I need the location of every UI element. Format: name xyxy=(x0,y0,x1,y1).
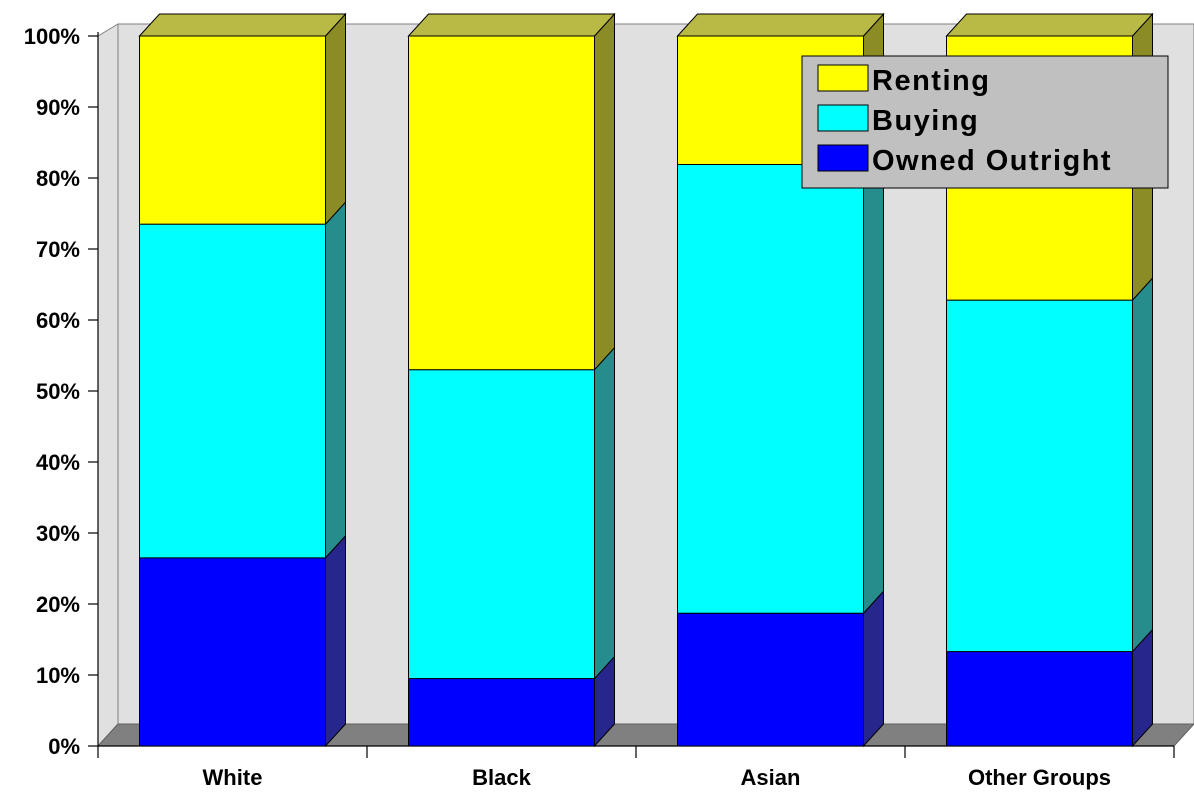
bar-side xyxy=(325,534,346,748)
bar-stack xyxy=(407,12,616,748)
bar-side xyxy=(325,12,346,226)
y-tick-label: 40% xyxy=(36,450,80,475)
bar xyxy=(408,678,595,747)
x-tick-label: Black xyxy=(472,765,531,790)
bar-segment xyxy=(408,346,615,680)
legend: Renting Buying Owned Outright xyxy=(801,55,1169,189)
y-tick-label: 20% xyxy=(36,592,80,617)
side-wall xyxy=(97,23,119,748)
y-tick-label: 50% xyxy=(36,379,80,404)
y-axis: 0% 10% 20% 30% 40% 50% 60% 70% 80% 90% 100% xyxy=(24,24,99,759)
y-tick-label: 70% xyxy=(36,237,80,262)
x-tick-label: Other Groups xyxy=(968,765,1111,790)
legend-swatch xyxy=(817,104,869,132)
bar xyxy=(946,299,1133,653)
y-tick-label: 80% xyxy=(36,166,80,191)
bar-side xyxy=(1132,276,1153,653)
legend-swatch xyxy=(817,144,869,172)
bar-segment xyxy=(946,276,1153,653)
bar xyxy=(139,35,326,225)
legend-label: Buying xyxy=(872,105,979,137)
x-tick-label: White xyxy=(203,765,263,790)
y-tick-label: 10% xyxy=(36,663,80,688)
bar-top xyxy=(676,13,885,37)
bar-segment xyxy=(677,141,884,615)
bar-top xyxy=(138,13,347,37)
bar-side xyxy=(325,200,346,560)
bar-segment xyxy=(407,12,616,371)
bar xyxy=(408,35,595,371)
bar-side xyxy=(594,12,615,371)
bar-top xyxy=(407,13,616,37)
legend-swatch xyxy=(817,64,869,92)
y-tick-label: 100% xyxy=(24,24,80,49)
bar xyxy=(677,164,864,614)
bar-segment xyxy=(138,12,347,226)
x-tick-label: Asian xyxy=(741,765,801,790)
bar-side xyxy=(863,589,884,748)
bar xyxy=(139,557,326,747)
bar-side xyxy=(863,141,884,615)
bar xyxy=(408,369,595,680)
bar xyxy=(677,612,864,747)
bars-group xyxy=(138,12,1154,748)
legend-label: Renting xyxy=(872,65,990,97)
y-tick-label: 60% xyxy=(36,308,80,333)
bar-side xyxy=(594,346,615,680)
x-axis: White Black Asian Other Groups xyxy=(97,745,1175,790)
bar-stack xyxy=(138,12,347,748)
bar xyxy=(946,651,1133,747)
y-tick-label: 0% xyxy=(48,734,80,759)
legend-label: Owned Outright xyxy=(872,145,1112,177)
bar-segment xyxy=(139,534,346,748)
bar-segment xyxy=(408,655,615,748)
bar-segment xyxy=(946,628,1153,748)
bar-segment xyxy=(677,589,884,748)
bar xyxy=(139,223,326,559)
bar-top xyxy=(945,13,1154,37)
y-tick-label: 90% xyxy=(36,95,80,120)
y-tick-label: 30% xyxy=(36,521,80,546)
bar-segment xyxy=(139,200,346,560)
